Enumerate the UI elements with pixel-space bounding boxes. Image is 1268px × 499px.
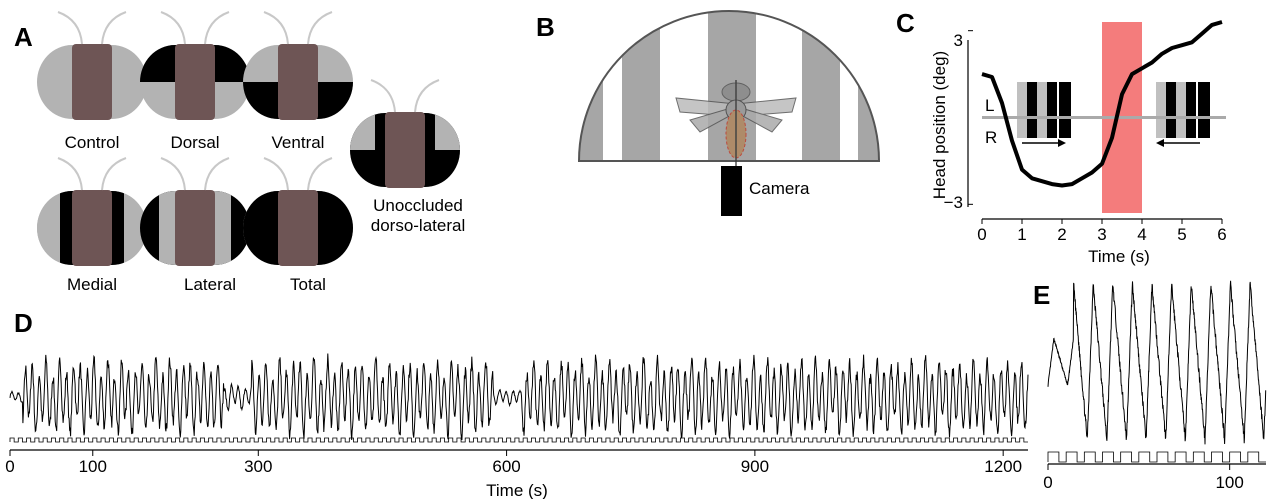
c-xtick-label: 3 bbox=[1097, 225, 1106, 244]
panel-label-e: E bbox=[1033, 280, 1050, 310]
arena-dome-outline bbox=[577, 10, 881, 162]
d-xtick-label: 600 bbox=[492, 457, 520, 476]
camera-icon bbox=[721, 166, 742, 216]
antenna bbox=[307, 157, 333, 191]
c-side-right: R bbox=[985, 128, 997, 147]
condition-label-dorsal: Dorsal bbox=[170, 133, 219, 152]
condition-label-total: Total bbox=[290, 275, 326, 294]
panel-label-d: D bbox=[14, 308, 33, 338]
fly-head-medial bbox=[37, 157, 147, 266]
arena-diagram bbox=[577, 10, 881, 216]
panel-label-a: A bbox=[14, 22, 33, 52]
head-capsule bbox=[175, 44, 215, 120]
d-xtick-label: 300 bbox=[244, 457, 272, 476]
e-stimulus-wave bbox=[1047, 451, 1266, 463]
d-xlabel: Time (s) bbox=[486, 481, 548, 499]
fly-head-lateral bbox=[140, 157, 250, 266]
antenna bbox=[57, 157, 83, 191]
antenna bbox=[263, 157, 289, 191]
fly-head-total bbox=[243, 157, 353, 266]
tethered-fly-icon bbox=[675, 80, 797, 166]
c-xtick-label: 0 bbox=[977, 225, 986, 244]
d-trace bbox=[9, 353, 1029, 441]
long-trace-chart: 0 100 300 600 900 1200 bbox=[5, 353, 1029, 476]
d-xtick-label: 100 bbox=[79, 457, 107, 476]
c-ylabel: Head position (deg) bbox=[930, 51, 949, 199]
c-xtick-label: 1 bbox=[1017, 225, 1026, 244]
pattern-before bbox=[1017, 82, 1071, 138]
panel-label-c: C bbox=[896, 8, 915, 38]
pattern-after bbox=[1156, 82, 1210, 138]
fly-head-ventral bbox=[243, 11, 353, 120]
condition-label-dorso-lateral: dorso-lateral bbox=[371, 216, 466, 235]
head-capsule bbox=[175, 190, 215, 266]
c-ytick-3: 3 bbox=[954, 31, 963, 50]
condition-label-medial: Medial bbox=[67, 275, 117, 294]
e-xtick-label: 100 bbox=[1215, 473, 1243, 492]
fly-head-grid bbox=[37, 11, 460, 266]
antenna bbox=[160, 157, 186, 191]
fly-head-none bbox=[37, 11, 147, 120]
c-xlabel: Time (s) bbox=[1088, 247, 1150, 266]
c-xtick-label: 2 bbox=[1057, 225, 1066, 244]
head-capsule bbox=[278, 44, 318, 120]
head-capsule bbox=[72, 190, 112, 266]
antenna bbox=[57, 11, 83, 45]
c-ytick-minus3: −3 bbox=[944, 193, 963, 212]
c-xtick-label: 4 bbox=[1137, 225, 1146, 244]
antenna bbox=[101, 157, 127, 191]
antenna bbox=[204, 11, 230, 45]
e-trace bbox=[1047, 280, 1267, 445]
arena-stripe bbox=[579, 11, 603, 161]
fly-head-dorso-lateral bbox=[350, 79, 460, 188]
head-position-chart: 0 1 2 3 4 5 6 bbox=[967, 20, 1227, 244]
e-xtick-label: 0 bbox=[1043, 473, 1052, 492]
d-xtick-label: 1200 bbox=[984, 457, 1022, 476]
arena-stripe bbox=[858, 11, 879, 161]
zoom-trace-chart: 0 100 bbox=[1043, 280, 1267, 492]
arena-stripe bbox=[802, 11, 840, 161]
c-side-left: L bbox=[985, 96, 994, 115]
arrow-head-icon bbox=[1058, 139, 1066, 147]
condition-label-unoccluded: Unoccluded bbox=[373, 196, 463, 215]
d-xtick-label: 0 bbox=[5, 457, 14, 476]
arena-stripe bbox=[622, 11, 660, 161]
camera-label: Camera bbox=[749, 179, 810, 198]
antenna bbox=[263, 11, 289, 45]
condition-label-control: Control bbox=[65, 133, 120, 152]
d-stimulus-wave bbox=[9, 437, 1028, 443]
antenna bbox=[414, 79, 440, 113]
d-xtick-label: 900 bbox=[741, 457, 769, 476]
c-xtick-label: 6 bbox=[1217, 225, 1226, 244]
panel-label-b: B bbox=[536, 12, 555, 42]
head-capsule bbox=[385, 112, 425, 188]
head-capsule bbox=[72, 44, 112, 120]
head-position-trace bbox=[981, 20, 1223, 188]
antenna bbox=[307, 11, 333, 45]
antenna bbox=[370, 79, 396, 113]
condition-label-lateral: Lateral bbox=[184, 275, 236, 294]
fly-head-dorsal bbox=[140, 11, 250, 120]
antenna bbox=[160, 11, 186, 45]
head-capsule bbox=[278, 190, 318, 266]
c-xtick-label: 5 bbox=[1177, 225, 1186, 244]
arrow-head-icon bbox=[1156, 139, 1164, 147]
antenna bbox=[204, 157, 230, 191]
antenna bbox=[101, 11, 127, 45]
condition-label-ventral: Ventral bbox=[272, 133, 325, 152]
